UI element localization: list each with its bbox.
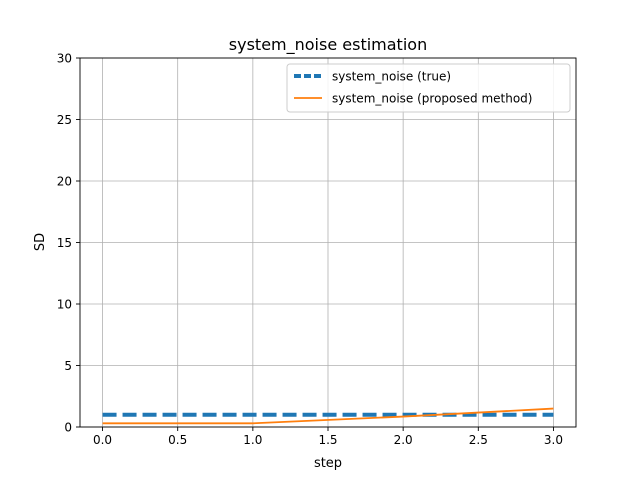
x-axis-label: step	[314, 456, 342, 471]
y-tick-label: 30	[57, 52, 72, 66]
chart-title: system_noise estimation	[229, 35, 427, 55]
x-tick-label: 2.0	[394, 433, 413, 447]
y-tick-label: 10	[57, 298, 72, 312]
y-tick-label: 15	[57, 236, 72, 250]
x-tick-label: 1.5	[318, 433, 337, 447]
legend-box	[286, 63, 571, 113]
plot-area: 0.0 0.5 1.0 1.5 2.0 2.5 3.0 0 5 10 15 20 25 30 system_…	[57, 52, 577, 447]
y-tick-label: 5	[64, 359, 72, 373]
y-tick-label: 20	[57, 175, 72, 189]
legend-label-2: system_noise (proposed method)	[332, 92, 532, 106]
series-line-2	[102, 407, 554, 425]
y-tick-label: 25	[57, 113, 72, 127]
y-axis-label: SD	[33, 233, 48, 251]
legend-label-1: system_noise (true)	[332, 70, 451, 84]
x-tick-label: 0.0	[93, 433, 112, 447]
legend: system_noise (true) system_noise (propose…	[286, 63, 571, 113]
x-tick-label: 1.0	[243, 433, 262, 447]
x-tick-label: 3.0	[544, 433, 563, 447]
x-tick-label: 0.5	[168, 433, 187, 447]
x-tick-label: 2.5	[469, 433, 488, 447]
y-tick-label: 0	[64, 421, 72, 435]
